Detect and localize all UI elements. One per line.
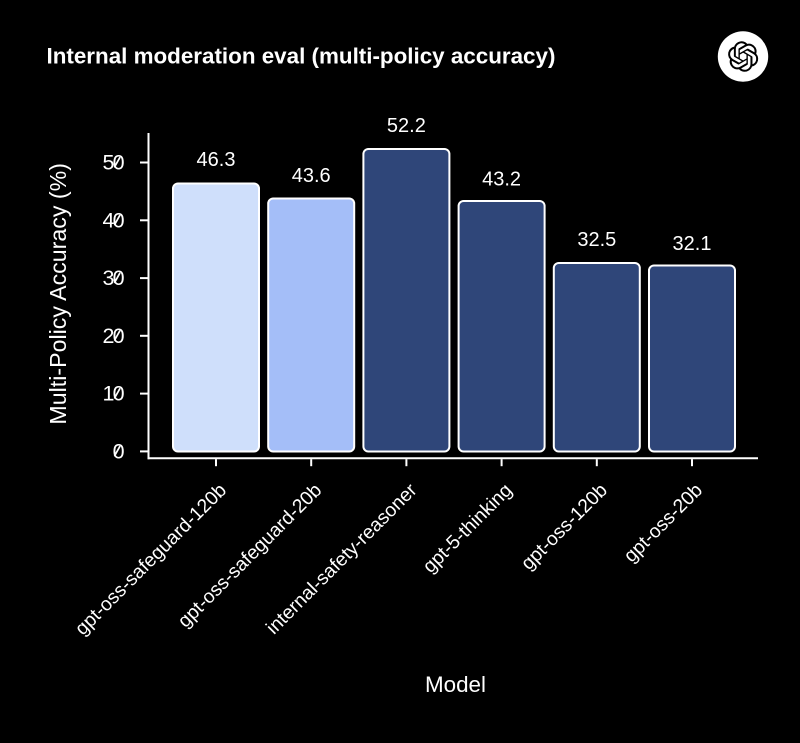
svg-text:40: 40 <box>102 208 124 232</box>
svg-text:46.3: 46.3 <box>197 149 236 171</box>
svg-text:32.1: 32.1 <box>673 233 712 255</box>
svg-text:43.2: 43.2 <box>482 169 521 191</box>
svg-text:20: 20 <box>102 324 124 348</box>
svg-text:50: 50 <box>102 151 124 175</box>
svg-text:30: 30 <box>102 266 124 290</box>
svg-text:Internal moderation eval (mult: Internal moderation eval (multi-policy a… <box>47 43 556 68</box>
svg-text:32.5: 32.5 <box>577 229 616 251</box>
svg-text:10: 10 <box>102 382 124 406</box>
svg-text:Multi-Policy Accuracy (%): Multi-Policy Accuracy (%) <box>45 163 71 425</box>
svg-text:43.6: 43.6 <box>292 165 331 187</box>
svg-text:Model: Model <box>425 672 486 697</box>
svg-text:52.2: 52.2 <box>387 115 426 137</box>
